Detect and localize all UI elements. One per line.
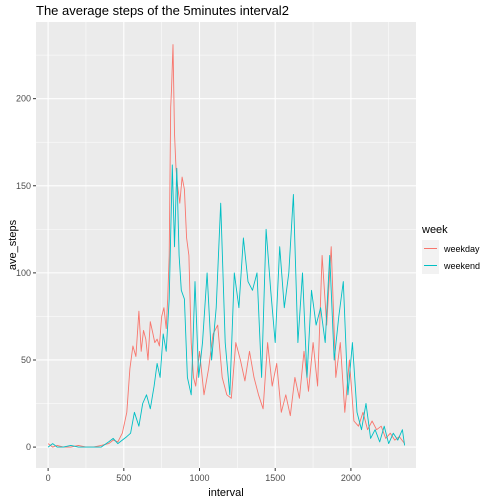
legend: week weekday weekend xyxy=(421,224,480,274)
chart-title: The average steps of the 5minutes interv… xyxy=(36,3,289,18)
y-axis-title: ave_steps xyxy=(7,219,19,270)
major-gridlines xyxy=(36,22,416,468)
x-tick-label: 500 xyxy=(116,473,131,483)
plot-panel xyxy=(36,22,416,468)
series-line-weekend xyxy=(47,164,406,448)
x-tick-label: 2000 xyxy=(341,473,361,483)
series-lines xyxy=(47,44,406,448)
x-tick-label: 1000 xyxy=(189,473,209,483)
x-axis-title: interval xyxy=(208,487,243,499)
x-axis: 0 500 1000 1500 2000 xyxy=(46,468,361,483)
legend-label-weekend: weekend xyxy=(443,261,480,271)
y-tick-label: 100 xyxy=(16,268,31,278)
y-tick-label: 50 xyxy=(21,355,31,365)
legend-title: week xyxy=(421,224,448,236)
x-tick-label: 0 xyxy=(46,473,51,483)
y-tick-label: 0 xyxy=(26,442,31,452)
x-tick-label: 1500 xyxy=(265,473,285,483)
y-tick-label: 200 xyxy=(16,94,31,104)
y-axis: 0 50 100 150 200 xyxy=(16,94,36,452)
minor-gridlines xyxy=(36,22,416,468)
legend-label-weekday: weekday xyxy=(443,244,480,254)
y-tick-label: 150 xyxy=(16,181,31,191)
